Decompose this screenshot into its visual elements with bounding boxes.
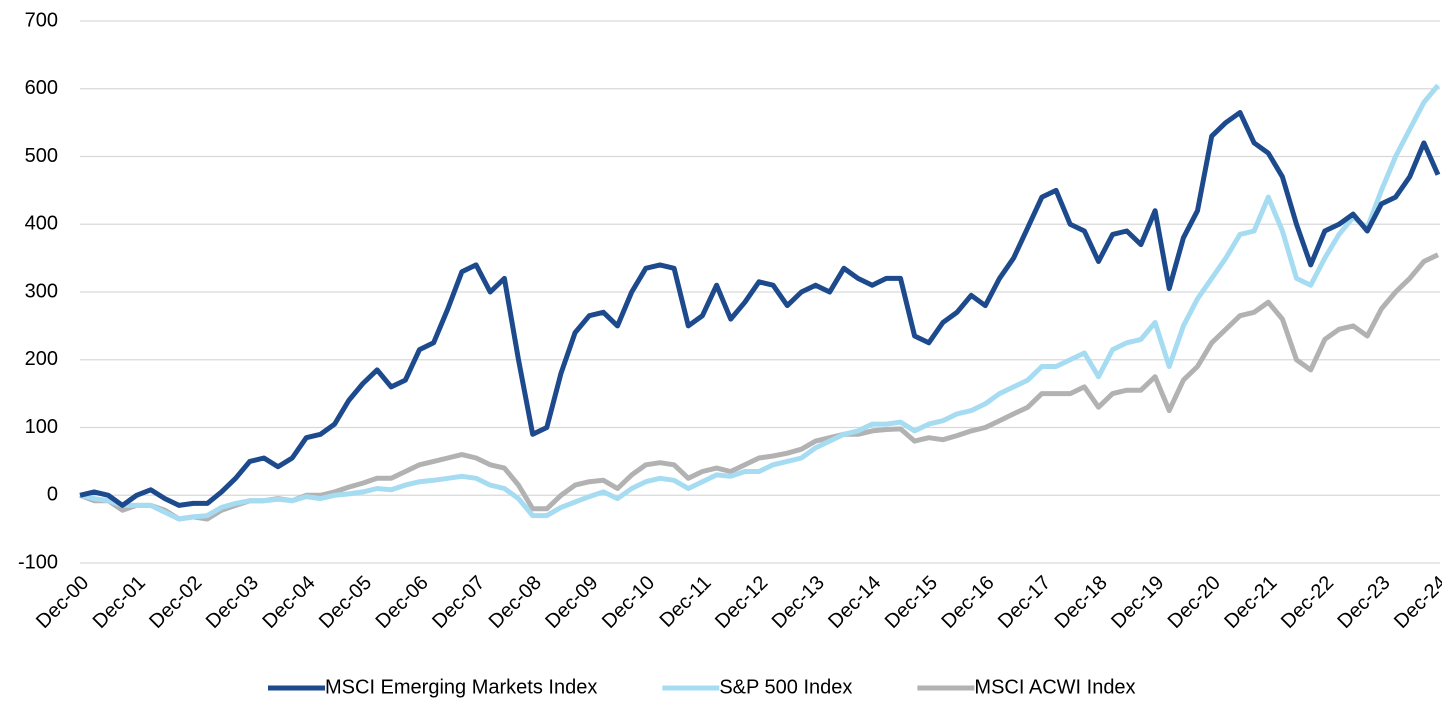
series-line	[79, 252, 1440, 522]
y-tick-label: 500	[25, 145, 58, 167]
x-tick-label: Dec-19	[1107, 572, 1168, 633]
x-tick-label: Dec-03	[202, 572, 263, 633]
x-tick-label: Dec-04	[258, 572, 319, 633]
x-tick-label: Dec-11	[656, 572, 716, 632]
x-tick-label: Dec-02	[145, 572, 206, 633]
x-tick-label: Dec-07	[428, 572, 489, 633]
y-tick-label: -100	[18, 551, 58, 573]
x-tick-label: Dec-09	[541, 572, 602, 633]
y-tick-label: 100	[25, 416, 58, 438]
series-line	[79, 110, 1441, 508]
x-tick-label: Dec-14	[824, 572, 885, 633]
x-tick-label: Dec-00	[32, 572, 93, 633]
y-tick-label: 200	[25, 348, 58, 370]
x-tick-label: Dec-24	[1390, 572, 1442, 633]
x-tick-label: Dec-23	[1334, 572, 1395, 633]
x-tick-label: Dec-12	[711, 572, 772, 633]
x-tick-label: Dec-05	[315, 572, 376, 633]
x-tick-label: Dec-22	[1277, 572, 1338, 633]
series-line	[79, 83, 1440, 522]
x-tick-label: Dec-21	[1220, 572, 1281, 633]
x-tick-label: Dec-17	[994, 572, 1055, 633]
y-tick-label: 600	[25, 77, 58, 99]
legend-label: S&P 500 Index	[719, 676, 852, 698]
x-tick-label: Dec-15	[881, 572, 942, 633]
x-tick-label: Dec-13	[768, 572, 829, 633]
y-tick-label: 400	[25, 213, 58, 235]
x-tick-label: Dec-10	[598, 572, 659, 633]
x-tick-label: Dec-16	[937, 572, 998, 633]
x-tick-label: Dec-18	[1051, 572, 1112, 633]
legend-label: MSCI ACWI Index	[974, 676, 1135, 698]
y-tick-label: 300	[25, 280, 58, 302]
x-tick-label: Dec-20	[1164, 572, 1225, 633]
x-tick-label: Dec-06	[372, 572, 433, 633]
y-tick-label: 700	[25, 9, 58, 31]
x-tick-label: Dec-01	[89, 572, 150, 633]
y-tick-label: 0	[47, 484, 58, 506]
legend-label: MSCI Emerging Markets Index	[325, 676, 597, 698]
x-tick-label: Dec-08	[485, 572, 546, 633]
